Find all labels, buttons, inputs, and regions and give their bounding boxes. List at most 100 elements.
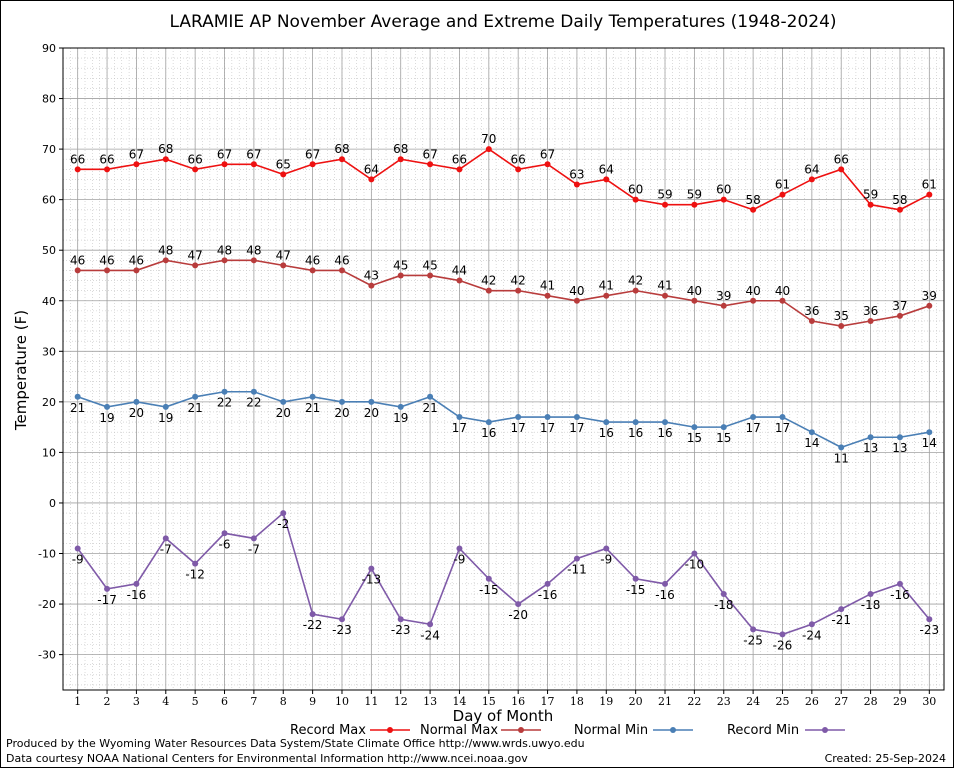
data-label-normal-min: 22 [217,396,232,410]
data-point-record-max [338,156,345,163]
data-point-record-min [662,580,669,587]
series-line-normal-max [77,259,930,327]
data-point-record-max [133,161,140,168]
data-point-normal-min [133,398,140,405]
data-label-normal-min: 16 [481,426,496,440]
x-tick-label: 29 [893,695,907,708]
data-label-record-max: 64 [599,162,614,176]
data-point-record-min [104,585,111,592]
data-label-normal-max: 45 [422,258,437,272]
data-label-record-max: 60 [628,183,643,197]
data-point-normal-max [104,267,111,274]
legend-label-record-min: Record Min [727,723,799,738]
data-point-normal-min [544,414,551,421]
data-point-record-max [896,206,903,213]
data-point-normal-max [397,272,404,279]
data-label-normal-max: 42 [511,274,526,288]
data-point-record-max [250,161,257,168]
data-point-record-max [427,161,434,168]
data-label-record-min: -24 [802,628,822,642]
x-tick-label: 16 [511,695,525,708]
data-label-record-max: 59 [863,188,878,202]
data-label-record-min: -11 [567,563,587,577]
footer-created-date: Created: 25-Sep-2024 [824,752,946,765]
data-point-record-min [368,565,375,572]
data-label-normal-max: 48 [158,243,173,257]
data-point-record-min [515,601,522,608]
data-point-normal-max [162,257,169,264]
data-point-record-max [456,166,463,173]
data-label-normal-max: 46 [129,253,144,267]
data-label-normal-max: 44 [452,264,467,278]
data-label-normal-min: 21 [305,401,320,415]
data-label-normal-min: 20 [276,406,291,420]
data-point-record-min [280,510,287,517]
data-label-record-min: -10 [685,558,705,572]
data-point-normal-min [603,419,610,426]
data-label-record-max: 67 [540,147,555,161]
data-label-record-min: -25 [743,633,763,647]
data-point-normal-min [926,429,933,436]
data-label-normal-min: 13 [892,441,907,455]
data-label-record-max: 68 [334,142,349,156]
data-label-normal-max: 48 [246,243,261,257]
data-label-record-max: 67 [246,147,261,161]
data-point-record-min [867,590,874,597]
y-tick-label: 20 [42,396,56,409]
data-label-record-max: 67 [305,147,320,161]
y-tick-label: 30 [42,345,56,358]
data-point-normal-min [309,393,316,400]
data-label-normal-max: 40 [687,284,702,298]
data-point-normal-max [427,272,434,279]
data-point-normal-min [662,419,669,426]
data-point-record-min [544,580,551,587]
y-tick-label: -30 [38,649,56,662]
data-point-record-min [74,545,81,552]
data-point-normal-min [368,398,375,405]
data-label-record-max: 61 [775,178,790,192]
x-axis-label: Day of Month [453,707,554,725]
data-point-record-min [632,575,639,582]
data-label-record-max: 66 [834,152,849,166]
data-point-record-min [485,575,492,582]
data-label-record-min: -17 [97,593,117,607]
legend-marker-normal-min [670,727,676,733]
data-point-normal-min [74,393,81,400]
series-line-record-max [77,148,930,211]
data-point-record-max [573,181,580,188]
data-point-normal-min [192,393,199,400]
data-point-record-max [544,161,551,168]
x-tick-label: 17 [541,695,555,708]
y-tick-label: -20 [38,598,56,611]
data-label-normal-min: 20 [364,406,379,420]
data-label-normal-max: 41 [599,279,614,293]
data-point-normal-min [397,403,404,410]
data-point-normal-max [74,267,81,274]
data-point-normal-min [427,393,434,400]
data-point-normal-min [280,398,287,405]
x-tick-label: 18 [570,695,584,708]
data-point-record-min [573,555,580,562]
x-tick-label: 6 [221,695,228,708]
data-point-normal-max [192,262,199,269]
data-point-record-max [192,166,199,173]
data-point-normal-max [280,262,287,269]
data-label-normal-max: 48 [217,243,232,257]
data-label-normal-min: 11 [834,451,849,465]
data-point-normal-min [750,414,757,421]
x-tick-label: 21 [658,695,672,708]
grid-major [63,47,944,690]
x-tick-label: 10 [335,695,349,708]
data-point-record-min [720,590,727,597]
data-point-record-min [750,626,757,633]
x-tick-label: 24 [746,695,760,708]
data-point-record-min [838,606,845,613]
data-point-record-min [691,550,698,557]
data-label-record-max: 58 [745,193,760,207]
data-label-record-min: -9 [600,552,612,566]
data-label-record-max: 60 [716,183,731,197]
chart-title: LARAMIE AP November Average and Extreme … [169,12,836,32]
data-label-record-min: -23 [391,623,411,637]
data-point-normal-max [368,282,375,289]
data-label-normal-max: 39 [716,289,731,303]
